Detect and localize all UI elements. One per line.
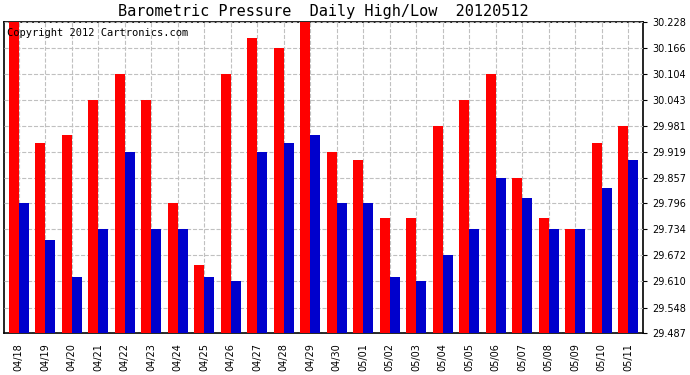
- Bar: [98, 230, 108, 333]
- Bar: [9, 22, 19, 333]
- Bar: [115, 74, 125, 333]
- Bar: [310, 135, 320, 333]
- Title: Barometric Pressure  Daily High/Low  20120512: Barometric Pressure Daily High/Low 20120…: [118, 4, 529, 19]
- Bar: [337, 203, 347, 333]
- Bar: [380, 218, 390, 333]
- Bar: [125, 152, 135, 333]
- Bar: [602, 188, 612, 333]
- Bar: [353, 160, 363, 333]
- Bar: [194, 265, 204, 333]
- Bar: [486, 74, 495, 333]
- Bar: [46, 240, 55, 333]
- Bar: [459, 100, 469, 333]
- Bar: [575, 230, 585, 333]
- Bar: [178, 230, 188, 333]
- Bar: [168, 203, 178, 333]
- Bar: [433, 126, 443, 333]
- Bar: [141, 100, 151, 333]
- Bar: [512, 178, 522, 333]
- Bar: [406, 218, 416, 333]
- Bar: [230, 282, 241, 333]
- Bar: [618, 126, 628, 333]
- Bar: [61, 135, 72, 333]
- Bar: [284, 143, 294, 333]
- Bar: [274, 48, 284, 333]
- Bar: [565, 230, 575, 333]
- Bar: [416, 282, 426, 333]
- Bar: [469, 230, 480, 333]
- Bar: [363, 203, 373, 333]
- Bar: [88, 100, 98, 333]
- Bar: [247, 38, 257, 333]
- Bar: [628, 160, 638, 333]
- Bar: [19, 203, 29, 333]
- Bar: [443, 255, 453, 333]
- Bar: [390, 277, 400, 333]
- Bar: [495, 178, 506, 333]
- Bar: [72, 277, 82, 333]
- Bar: [522, 198, 532, 333]
- Bar: [539, 218, 549, 333]
- Bar: [300, 22, 310, 333]
- Bar: [35, 143, 46, 333]
- Bar: [221, 74, 230, 333]
- Bar: [591, 143, 602, 333]
- Bar: [204, 277, 215, 333]
- Bar: [549, 230, 559, 333]
- Bar: [257, 152, 267, 333]
- Bar: [326, 152, 337, 333]
- Text: Copyright 2012 Cartronics.com: Copyright 2012 Cartronics.com: [8, 28, 188, 38]
- Bar: [151, 230, 161, 333]
